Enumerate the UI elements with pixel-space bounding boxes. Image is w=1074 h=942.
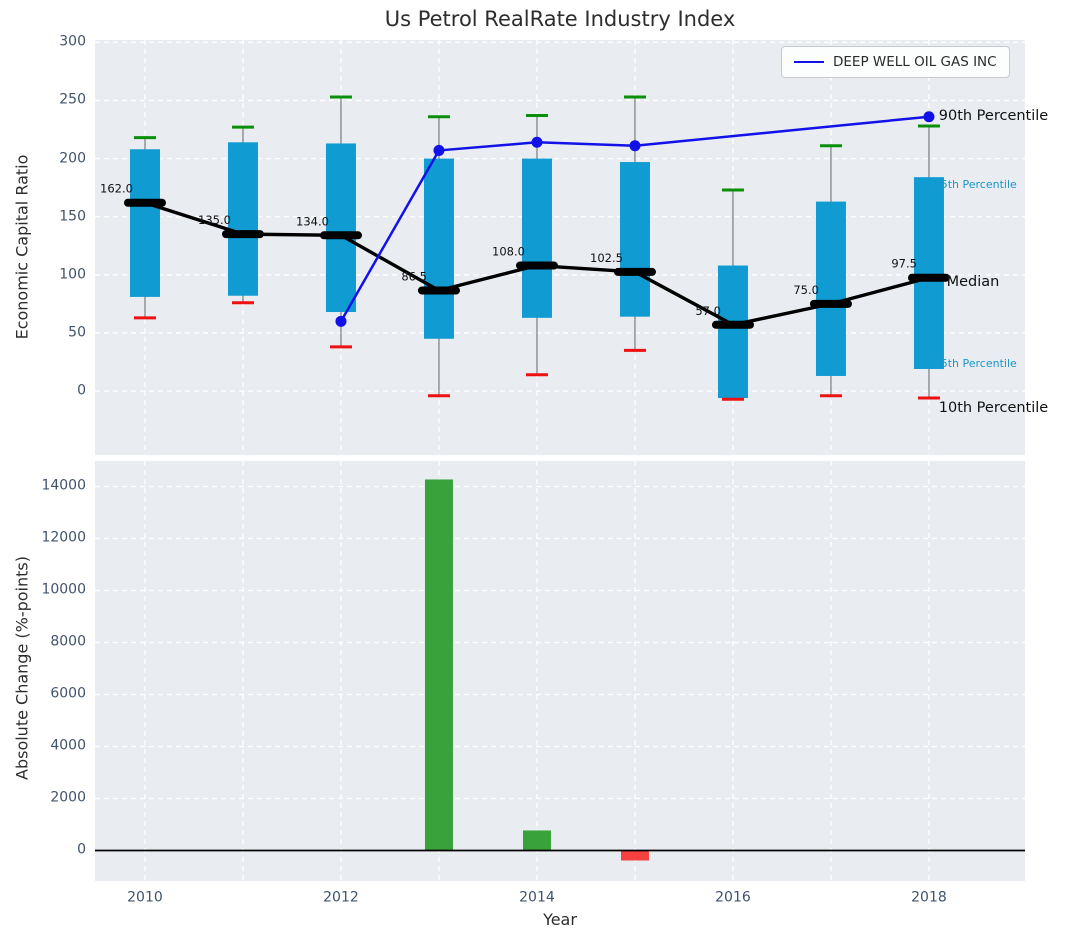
x-tick-2012: 2012 [323,889,359,906]
median-bar-2014 [515,261,558,270]
median-bar-2018 [907,273,950,282]
median-label-2014: 108.0 [492,245,525,259]
bottom-chart-svg [95,461,1025,881]
annotation-90th-percentile: 90th Percentile [938,107,1049,124]
x-tick-2016: 2016 [715,889,751,906]
median-bar-2010 [123,198,166,207]
x-tick-2010: 2010 [127,889,163,906]
median-label-2013: 86.5 [401,270,427,284]
bar-2013 [424,479,453,851]
top-y-tick-200: 200 [59,149,86,166]
box-2011 [227,142,258,296]
legend-line-sample [794,61,824,63]
top-chart-svg: 162.0 135.0 134.0 86.5 108.0 102.5 57.0 75.0 97.… [95,40,1025,455]
median-label-2010: 162.0 [100,182,133,196]
bottom-y-tick-10000: 10000 [41,581,86,598]
bottom-axes [95,461,1025,881]
top-y-axis-label: Economic Capital Ratio [12,154,32,340]
x-tick-2014: 2014 [519,889,555,906]
legend: DEEP WELL OIL GAS INC [781,46,1010,78]
median-bar-2015 [613,267,656,276]
company-point-2013 [433,144,445,156]
bar-2015 [620,850,649,861]
annotation-5th-percentile: 5th Percentile [940,178,1017,192]
bottom-y-tick-14000: 14000 [41,477,86,494]
median-bar-2011 [221,230,264,239]
bottom-y-tick-2000: 2000 [50,789,86,806]
median-label-2015: 102.5 [590,251,623,265]
box-2010 [129,149,160,297]
company-point-2018 [923,111,935,123]
annotation-10th-percentile: 10th Percentile [938,399,1049,416]
median-bar-2012 [319,231,362,240]
annotation-5th-percentile: 5th Percentile [940,357,1017,371]
top-y-tick-150: 150 [59,207,86,224]
box-2015 [619,162,650,317]
median-bar-2017 [809,299,852,308]
median-bar-2013 [417,286,460,295]
box-2014 [521,158,552,318]
bottom-y-tick-8000: 8000 [50,633,86,650]
bottom-y-tick-4000: 4000 [50,737,86,754]
annotation-median: Median [946,273,1000,290]
top-y-tick-300: 300 [59,33,86,50]
x-axis-label: Year [543,910,577,929]
company-point-2012 [335,315,347,327]
bottom-y-tick-0: 0 [77,841,86,858]
chart-title: Us Petrol RealRate Industry Index [384,7,736,31]
legend-label: DEEP WELL OIL GAS INC [833,54,997,70]
box-2018 [913,177,944,369]
company-point-2014 [531,136,543,148]
top-y-tick-250: 250 [59,91,86,108]
top-y-tick-100: 100 [59,266,86,283]
median-label-2018: 97.5 [891,257,917,271]
x-tick-2018: 2018 [911,889,947,906]
bottom-y-tick-6000: 6000 [50,685,86,702]
box-2016 [717,265,748,399]
company-point-2015 [629,140,641,152]
median-bar-2016 [711,320,754,329]
median-label-2012: 134.0 [296,214,329,228]
bar-2014 [522,830,551,851]
box-2013 [423,158,454,339]
median-label-2017: 75.0 [793,283,819,297]
top-y-tick-50: 50 [68,324,86,341]
box-2012 [325,143,356,313]
median-label-2016: 57.0 [695,304,721,318]
top-axes: 162.0 135.0 134.0 86.5 108.0 102.5 57.0 75.0 97.… [95,40,1025,455]
box-2017 [815,201,846,376]
top-y-tick-0: 0 [77,382,86,399]
median-label-2011: 135.0 [198,213,231,227]
bottom-y-tick-12000: 12000 [41,529,86,546]
